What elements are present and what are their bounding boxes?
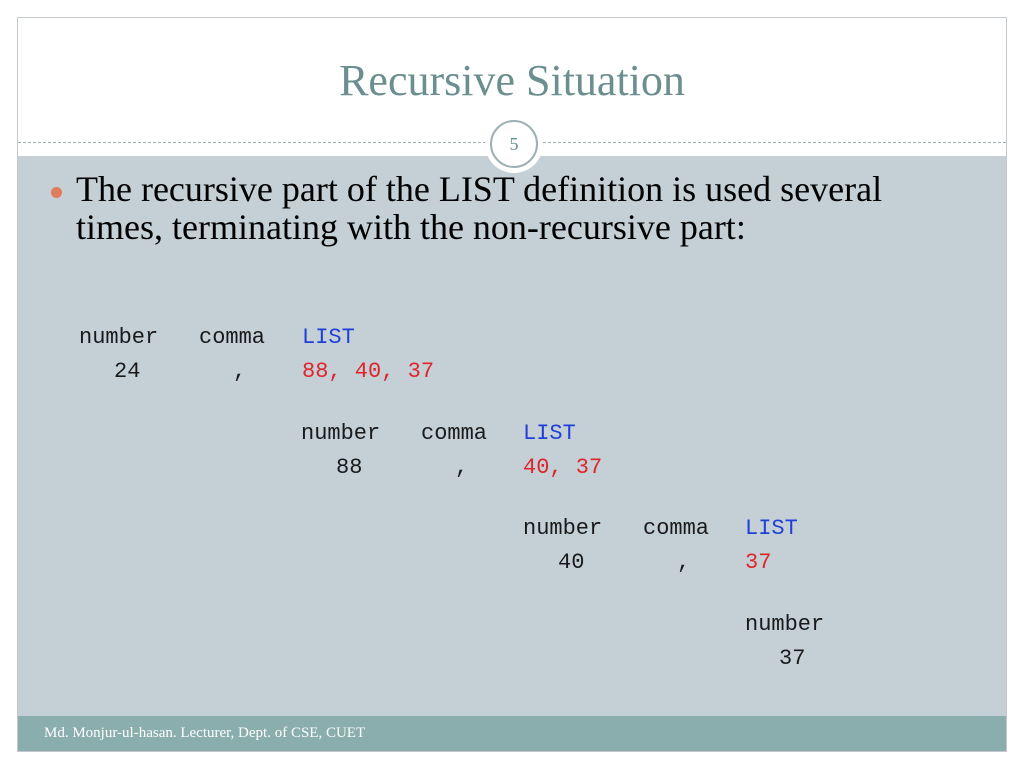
level3-number-value: 40: [558, 550, 585, 575]
level3-number-label: number: [523, 516, 603, 541]
level4-number-label: number: [745, 612, 825, 637]
level2-comma-value: ,: [455, 455, 469, 480]
level2-list-value: 40, 37: [523, 455, 603, 480]
level3-list-label: LIST: [745, 516, 798, 541]
footer-text: Md. Monjur-ul-hasan. Lecturer, Dept. of …: [44, 725, 366, 741]
slide-number: 5: [490, 120, 538, 168]
content-area: [18, 156, 1006, 716]
level2-number-label: number: [301, 421, 381, 446]
level4-number-value: 37: [779, 646, 806, 671]
level2-number-value: 88: [336, 455, 363, 480]
slide-title: Recursive Situation: [339, 56, 685, 105]
level1-comma-value: ,: [233, 359, 247, 384]
level2-comma-label: comma: [421, 421, 488, 446]
bullet-dot-icon: [51, 187, 62, 198]
level2-list-label: LIST: [523, 421, 576, 446]
level1-number-label: number: [79, 325, 159, 350]
footer-bar: Md. Monjur-ul-hasan. Lecturer, Dept. of …: [18, 716, 1006, 751]
slide: Recursive Situation 5 The recursive part…: [17, 17, 1007, 752]
level1-list-value: 88, 40, 37: [302, 359, 435, 384]
level1-comma-label: comma: [199, 325, 266, 350]
bullet-text: The recursive part of the LIST definitio…: [76, 169, 883, 247]
level3-comma-value: ,: [677, 550, 691, 575]
level3-comma-label: comma: [643, 516, 710, 541]
slide-number-badge: 5: [485, 115, 543, 173]
level1-number-value: 24: [114, 359, 141, 384]
level1-list-label: LIST: [302, 325, 355, 350]
level3-list-value: 37: [745, 550, 772, 575]
